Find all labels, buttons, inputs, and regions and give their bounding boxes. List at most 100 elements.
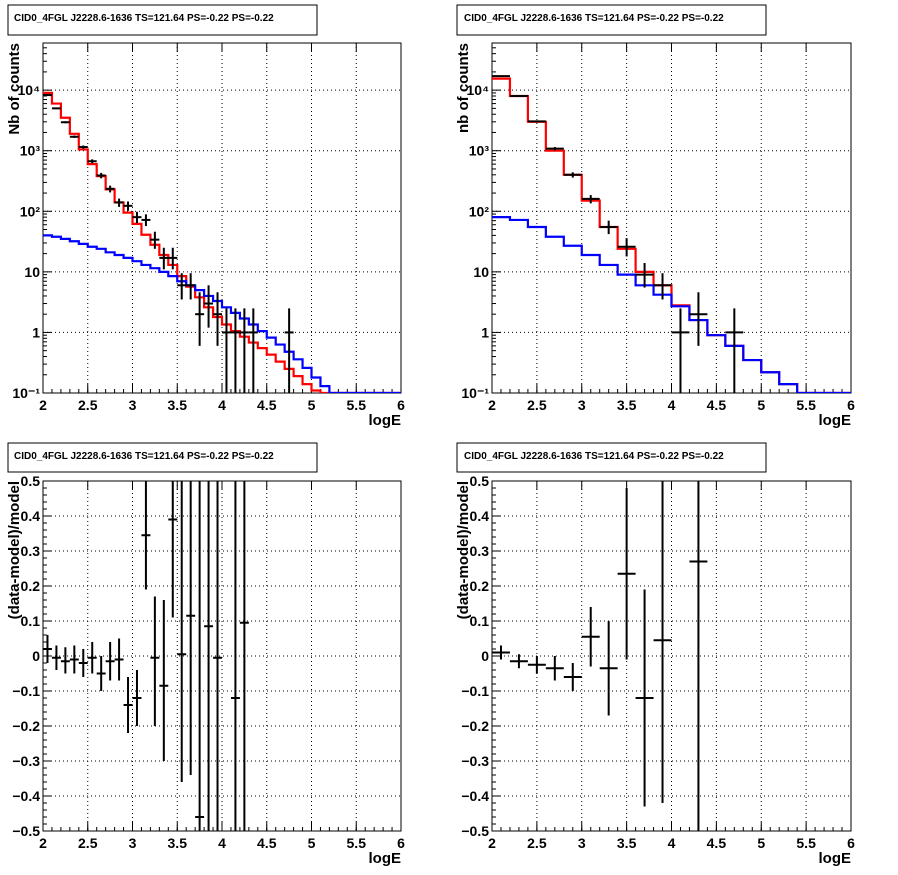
x-tick-label: 3.5	[168, 835, 188, 851]
y-tick-label: 0.1	[21, 613, 41, 629]
x-tick-label: 5	[308, 397, 316, 413]
plot-area	[492, 75, 851, 393]
y-tick-label: 0.2	[470, 578, 490, 594]
x-tick-label: 2	[39, 835, 47, 851]
y-axis-ticks: 10⁻¹ 1 10 10² 10³ 10⁴	[461, 42, 501, 401]
data-point	[213, 292, 222, 346]
data-point	[69, 645, 79, 674]
x-tick-label: 5	[308, 835, 316, 851]
x-tick-label: 2	[488, 397, 496, 413]
x-tick-label: 4	[218, 835, 226, 851]
y-tick-label: 0.2	[21, 578, 41, 594]
x-tick-label: 5.5	[796, 835, 816, 851]
counts-panel-right: 2 2.5 3 3.5 4 4.5 5 5.5 6 10⁻¹ 1 10 10² 10³ 10⁴ CID0_4F…	[455, 4, 855, 429]
grid-lines	[43, 43, 401, 393]
y-tick-label: 10²	[469, 203, 490, 219]
data-point	[150, 596, 160, 726]
data-point	[545, 147, 564, 151]
y-tick-label: −0.3	[461, 753, 489, 769]
plot-area	[43, 481, 249, 831]
chart-title: CID0_4FGL J2228.6-1636 TS=121.64 PS=-0.2…	[464, 13, 724, 24]
data-point	[51, 107, 61, 110]
x-tick-label: 4.5	[257, 397, 277, 413]
residual-panel-right: 2 2.5 3 3.5 4 4.5 5 5.5 6 −0.5 −0.4 −0.3 −0.2 −0.1 0 0.…	[455, 442, 855, 867]
y-tick-label: 10⁴	[18, 82, 41, 98]
plot-area	[43, 91, 401, 393]
data-point	[168, 481, 178, 618]
data-point	[509, 95, 528, 98]
data-point	[159, 600, 169, 761]
x-tick-label: 4	[668, 835, 676, 851]
x-tick-label: 6	[397, 835, 405, 851]
y-tick-label: 10³	[20, 143, 41, 159]
y-tick-label: 10⁻¹	[12, 385, 40, 401]
y-tick-label: 0.5	[470, 473, 490, 489]
x-axis-ticks: 2 2.5 3 3.5 4 4.5 5 5.5 6	[488, 481, 855, 851]
y-tick-label: 10⁴	[467, 82, 490, 98]
data-point	[105, 642, 115, 681]
y-tick-label: 10⁻¹	[461, 385, 489, 401]
model-histogram-source	[43, 234, 401, 393]
y-tick-label: 1	[32, 324, 40, 340]
y-axis-label: (data-model)/model	[455, 481, 472, 619]
y-axis-label: nb of counts	[455, 43, 472, 133]
y-tick-label: −0.4	[12, 788, 40, 804]
y-tick-label: 0	[32, 648, 40, 664]
data-point	[123, 201, 133, 211]
data-point	[168, 247, 178, 270]
data-point	[114, 638, 124, 681]
x-tick-label: 5.5	[796, 397, 816, 413]
data-point	[43, 635, 52, 663]
y-tick-label: −0.1	[12, 683, 40, 699]
data-point	[213, 481, 222, 831]
data-point	[635, 263, 654, 288]
y-tick-label: 10	[473, 264, 489, 280]
data-point	[563, 663, 582, 691]
data-point	[96, 656, 106, 691]
x-tick-label: 2	[39, 397, 47, 413]
data-point	[671, 308, 690, 393]
data-point	[78, 145, 88, 149]
y-tick-label: 10³	[469, 143, 490, 159]
data-point	[581, 607, 600, 667]
x-tick-label: 5	[757, 397, 765, 413]
data-point	[186, 481, 196, 775]
y-tick-label: 10²	[20, 203, 41, 219]
data-point	[159, 247, 169, 270]
y-axis-label: (data-model)/model	[6, 481, 23, 619]
data-point	[87, 642, 97, 674]
grid-lines	[43, 481, 401, 831]
data-point	[60, 121, 70, 124]
y-tick-label: −0.2	[461, 718, 489, 734]
data-point	[653, 481, 672, 803]
data-point	[599, 621, 618, 716]
y-axis-label: Nb of counts	[6, 43, 23, 135]
data-point	[527, 120, 546, 123]
data-point	[69, 135, 79, 139]
data-point	[527, 656, 546, 674]
y-tick-label: 0.3	[470, 543, 490, 559]
data-point	[284, 308, 294, 393]
x-tick-label: 3.5	[617, 397, 637, 413]
x-axis-ticks: 2 2.5 3 3.5 4 4.5 5 5.5 6	[39, 43, 405, 413]
y-tick-label: −0.5	[12, 823, 40, 839]
data-point	[248, 308, 258, 393]
x-tick-label: 5.5	[347, 397, 367, 413]
data-point	[105, 185, 115, 193]
data-point	[230, 308, 240, 393]
data-point	[204, 285, 214, 328]
data-point	[123, 677, 133, 733]
y-tick-label: 10	[24, 264, 40, 280]
y-tick-label: 0.4	[470, 508, 490, 524]
data-point	[689, 292, 708, 346]
x-tick-label: 3	[129, 397, 137, 413]
y-tick-label: −0.1	[461, 683, 489, 699]
data-point	[492, 75, 510, 78]
data-point	[132, 211, 142, 224]
data-point	[177, 273, 187, 300]
y-tick-label: 0.4	[21, 508, 41, 524]
title-box	[456, 4, 767, 36]
data-point	[617, 488, 636, 660]
data-point	[509, 654, 528, 669]
